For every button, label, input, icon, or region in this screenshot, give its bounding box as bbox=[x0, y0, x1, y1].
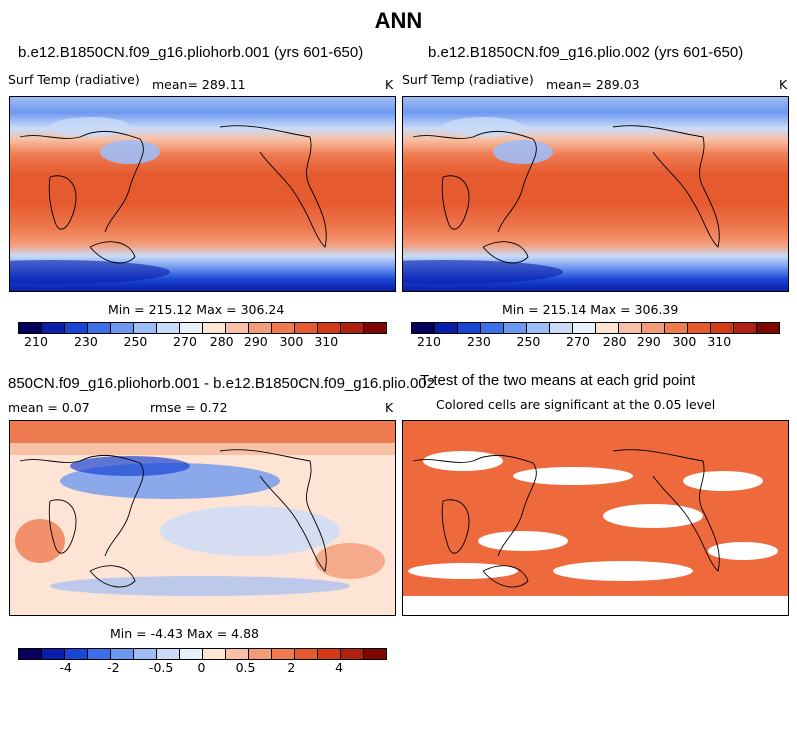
colorbar-swatch bbox=[295, 323, 318, 333]
colorbar-tick-label: 270 bbox=[173, 334, 197, 349]
colorbar-tick-label: 290 bbox=[243, 334, 268, 349]
colorbar-swatch bbox=[180, 649, 203, 659]
colorbar-swatch bbox=[757, 323, 779, 333]
colorbar-tick-label: 210 bbox=[24, 334, 48, 349]
colorbar-swatch bbox=[341, 649, 364, 659]
top-right-panel-title: b.e12.B1850CN.f09_g16.plio.002 (yrs 601-… bbox=[428, 44, 744, 61]
colorbar-swatch bbox=[42, 649, 65, 659]
colorbar-swatch bbox=[364, 649, 386, 659]
colorbar-tick-label: 300 bbox=[672, 334, 697, 349]
bottom-right-map bbox=[402, 420, 789, 616]
colorbar-swatch bbox=[318, 649, 341, 659]
colorbar-swatch bbox=[203, 649, 226, 659]
colorbar-swatch bbox=[435, 323, 458, 333]
top-left-colorbar bbox=[18, 322, 387, 334]
top-right-units-label: K bbox=[779, 77, 788, 92]
colorbar-swatch bbox=[180, 323, 203, 333]
top-right-colorbar-ticks: 210 230 250 270 280 290 300 310 bbox=[411, 334, 778, 349]
colorbar-swatch bbox=[65, 649, 88, 659]
top-left-colorbar-ticks: 210 230 250 270 280 290 300 310 bbox=[18, 334, 385, 349]
colorbar-swatch bbox=[226, 323, 249, 333]
colorbar-tick-label: 230 bbox=[73, 334, 98, 349]
top-left-panel-title: b.e12.B1850CN.f09_g16.pliohorb.001 (yrs … bbox=[18, 44, 364, 61]
colorbar-swatch bbox=[318, 323, 341, 333]
bottom-left-mean-label: mean = 0.07 bbox=[8, 400, 90, 415]
top-left-mean-label: mean= 289.11 bbox=[152, 77, 246, 92]
colorbar-swatch bbox=[65, 323, 88, 333]
colorbar-swatch bbox=[458, 323, 481, 333]
colorbar-swatch bbox=[642, 323, 665, 333]
colorbar-swatch bbox=[157, 323, 180, 333]
colorbar-swatch bbox=[19, 649, 42, 659]
bottom-left-rmse-label: rmse = 0.72 bbox=[150, 400, 228, 415]
colorbar-tick-label: 280 bbox=[209, 334, 234, 349]
colorbar-swatch bbox=[573, 323, 596, 333]
bottom-right-panel-title: T-test of the two means at each grid poi… bbox=[420, 372, 696, 389]
bottom-left-panel-title: 850CN.f09_g16.pliohorb.001 - b.e12.B1850… bbox=[8, 375, 435, 392]
colorbar-swatch bbox=[734, 323, 757, 333]
top-left-stats: Min = 215.12 Max = 306.24 bbox=[108, 302, 285, 317]
bottom-right-subtitle: Colored cells are significant at the 0.0… bbox=[436, 397, 716, 412]
colorbar-tick-label: 250 bbox=[516, 334, 541, 349]
colorbar-swatch bbox=[527, 323, 550, 333]
colorbar-swatch bbox=[111, 323, 134, 333]
top-right-colorbar bbox=[411, 322, 780, 334]
colorbar-swatch bbox=[272, 323, 295, 333]
colorbar-swatch bbox=[203, 323, 226, 333]
colorbar-tick-label: 0.5 bbox=[235, 660, 256, 675]
colorbar-tick-label: 230 bbox=[466, 334, 491, 349]
colorbar-swatch bbox=[412, 323, 435, 333]
colorbar-swatch bbox=[688, 323, 711, 333]
colorbar-swatch bbox=[19, 323, 42, 333]
bottom-left-units-label: K bbox=[385, 400, 394, 415]
bottom-left-map bbox=[9, 420, 396, 616]
colorbar-swatch bbox=[481, 323, 504, 333]
top-left-variable-label: Surf Temp (radiative) bbox=[8, 72, 140, 87]
top-left-units-label: K bbox=[385, 77, 394, 92]
page-title: ANN bbox=[374, 8, 423, 33]
colorbar-tick-label: -4 bbox=[59, 660, 72, 675]
colorbar-tick-label: 250 bbox=[123, 334, 148, 349]
colorbar-tick-label: 0 bbox=[197, 660, 206, 675]
top-right-stats: Min = 215.14 Max = 306.39 bbox=[502, 302, 679, 317]
colorbar-tick-label: 280 bbox=[602, 334, 627, 349]
colorbar-tick-label: -2 bbox=[107, 660, 120, 675]
colorbar-swatch bbox=[295, 649, 318, 659]
colorbar-swatch bbox=[665, 323, 688, 333]
colorbar-tick-label: -0.5 bbox=[148, 660, 174, 675]
colorbar-swatch bbox=[226, 649, 249, 659]
bottom-left-colorbar-ticks: -4 -2 -0.5 0 0.5 2 4 bbox=[18, 660, 385, 675]
top-right-variable-label: Surf Temp (radiative) bbox=[402, 72, 534, 87]
colorbar-swatch bbox=[134, 323, 157, 333]
bottom-left-stats: Min = -4.43 Max = 4.88 bbox=[110, 626, 260, 641]
colorbar-swatch bbox=[711, 323, 734, 333]
colorbar-swatch bbox=[157, 649, 180, 659]
colorbar-swatch bbox=[596, 323, 619, 333]
colorbar-swatch bbox=[249, 323, 272, 333]
colorbar-tick-label: 300 bbox=[279, 334, 304, 349]
top-right-map bbox=[402, 96, 789, 292]
colorbar-swatch bbox=[249, 649, 272, 659]
colorbar-swatch bbox=[364, 323, 386, 333]
colorbar-swatch bbox=[88, 649, 111, 659]
top-left-map bbox=[9, 96, 396, 292]
colorbar-tick-label: 270 bbox=[566, 334, 590, 349]
colorbar-swatch bbox=[504, 323, 527, 333]
colorbar-swatch bbox=[550, 323, 573, 333]
bottom-left-colorbar bbox=[18, 648, 387, 660]
colorbar-swatch bbox=[134, 649, 157, 659]
colorbar-tick-label: 210 bbox=[417, 334, 441, 349]
colorbar-swatch bbox=[341, 323, 364, 333]
colorbar-swatch bbox=[619, 323, 642, 333]
colorbar-swatch bbox=[88, 323, 111, 333]
colorbar-tick-label: 310 bbox=[314, 334, 339, 349]
colorbar-swatch bbox=[42, 323, 65, 333]
colorbar-tick-label: 310 bbox=[707, 334, 732, 349]
colorbar-tick-label: 2 bbox=[287, 660, 296, 675]
colorbar-tick-label: 4 bbox=[335, 660, 344, 675]
colorbar-swatch bbox=[272, 649, 295, 659]
colorbar-swatch bbox=[111, 649, 134, 659]
colorbar-tick-label: 290 bbox=[636, 334, 661, 349]
top-right-mean-label: mean= 289.03 bbox=[546, 77, 640, 92]
